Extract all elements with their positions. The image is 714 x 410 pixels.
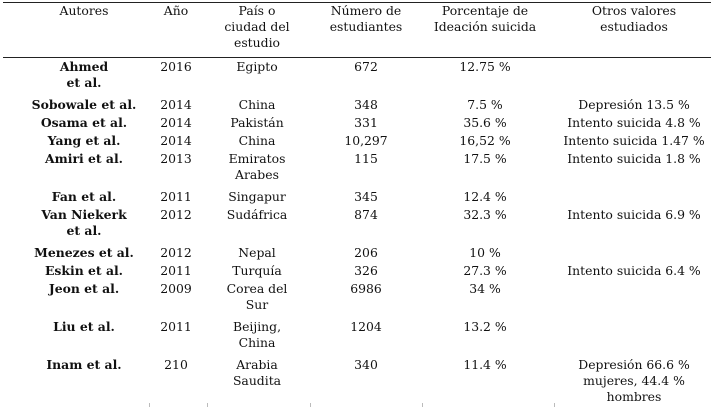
table-cell-n: 874 xyxy=(354,207,378,222)
table-cell-anio: 2014 xyxy=(160,133,192,148)
table-cell-anio: 2012 xyxy=(160,245,192,260)
table-cell-autor: Osama et al. xyxy=(40,115,128,130)
table-cell-pais: Egipto xyxy=(236,59,278,74)
table-cell-anio: 210 xyxy=(164,357,188,372)
table-cell-otros: Intento suicida 6.9 % xyxy=(567,207,701,222)
table-cell-n: 345 xyxy=(354,189,378,204)
table-cell-anio: 2012 xyxy=(160,207,192,222)
table-cell-pct: 13.2 % xyxy=(463,319,507,334)
table-cell-n: 331 xyxy=(354,115,378,130)
table-cell-pct: 17.5 % xyxy=(463,151,507,166)
table-cell-n: 115 xyxy=(354,151,378,166)
table-cell-pct: 27.3 % xyxy=(463,263,507,278)
table-cell-autor: Jeon et al. xyxy=(48,281,120,296)
table-cell-pct: 32.3 % xyxy=(463,207,507,222)
table-cell-autor: Menezes et al. xyxy=(34,245,134,260)
table-cell-autor: Inam et al. xyxy=(46,357,122,372)
table-cell-pct: 7.5 % xyxy=(467,97,503,112)
table-cell-n: 1204 xyxy=(350,319,382,334)
table-cell-otros: Intento suicida 6.4 % xyxy=(567,263,701,278)
table-cell-autor: Van Niekerk et al. xyxy=(41,207,127,238)
table-cell-otros: Intento suicida 1.8 % xyxy=(567,151,701,166)
table-cell-anio: 2014 xyxy=(160,97,192,112)
table-cell-autor: Yang et al. xyxy=(47,133,121,148)
bottom-tick xyxy=(207,403,208,407)
table-cell-pais: China xyxy=(238,133,276,148)
table-cell-n: 6986 xyxy=(350,281,382,296)
table-cell-anio: 2013 xyxy=(160,151,192,166)
table-cell-pais: Beijing, China xyxy=(232,319,282,350)
table-cell-pais: Turquía xyxy=(232,263,282,278)
table-cell-anio: 2011 xyxy=(160,319,192,334)
column-header: Año xyxy=(163,3,189,18)
table-cell-anio: 2009 xyxy=(160,281,192,296)
table-cell-anio: 2014 xyxy=(160,115,192,130)
table-cell-anio: 2011 xyxy=(160,189,192,204)
table-cell-n: 672 xyxy=(354,59,378,74)
table-cell-pct: 12.4 % xyxy=(463,189,507,204)
table-cell-pais: Singapur xyxy=(228,189,286,204)
table-cell-autor: Ahmed et al. xyxy=(59,59,109,90)
table-cell-anio: 2011 xyxy=(160,263,192,278)
table-cell-pais: Arabia Saudita xyxy=(232,357,282,388)
table-cell-n: 206 xyxy=(354,245,378,260)
table-cell-autor: Sobowale et al. xyxy=(31,97,137,112)
table-top-rule xyxy=(3,2,711,3)
table-cell-pais: Sudáfrica xyxy=(226,207,288,222)
table-cell-otros: Intento suicida 4.8 % xyxy=(567,115,701,130)
table-cell-otros: Depresión 66.6 % mujeres, 44.4 % hombres xyxy=(578,357,690,404)
table-cell-autor: Eskin et al. xyxy=(44,263,123,278)
table-cell-otros: Depresión 13.5 % xyxy=(578,97,690,112)
table-cell-pct: 12.75 % xyxy=(459,59,511,74)
table-cell-n: 340 xyxy=(354,357,378,372)
table-cell-pais: Emiratos Arabes xyxy=(228,151,286,182)
table-cell-n: 348 xyxy=(354,97,378,112)
table-header-rule xyxy=(3,57,711,58)
table-cell-pct: 16,52 % xyxy=(459,133,511,148)
table-cell-n: 10,297 xyxy=(344,133,388,148)
table-cell-autor: Amiri et al. xyxy=(45,151,123,166)
column-header: Autores xyxy=(59,3,109,18)
table-cell-autor: Liu et al. xyxy=(53,319,115,334)
bottom-tick xyxy=(310,403,311,407)
table-cell-pais: Nepal xyxy=(238,245,276,260)
table-cell-pct: 10 % xyxy=(469,245,501,260)
table-cell-pct: 35.6 % xyxy=(463,115,507,130)
table-cell-n: 326 xyxy=(354,263,378,278)
column-header: Otros valores estudiados xyxy=(591,3,677,34)
column-header: País o ciudad del estudio xyxy=(224,3,290,50)
table-cell-pais: Pakistán xyxy=(230,115,284,130)
table-cell-anio: 2016 xyxy=(160,59,192,74)
table-cell-autor: Fan et al. xyxy=(51,189,117,204)
column-header: Número de estudiantes xyxy=(329,3,403,34)
table-cell-pct: 11.4 % xyxy=(463,357,507,372)
bottom-tick xyxy=(422,403,423,407)
column-header: Porcentaje de Ideación suicida xyxy=(433,3,537,34)
bottom-tick xyxy=(149,403,150,407)
table-cell-pais: China xyxy=(238,97,276,112)
table-cell-otros: Intento suicida 1.47 % xyxy=(563,133,705,148)
table-cell-pais: Corea del Sur xyxy=(226,281,288,312)
table-cell-pct: 34 % xyxy=(469,281,501,296)
bottom-tick xyxy=(554,403,555,407)
